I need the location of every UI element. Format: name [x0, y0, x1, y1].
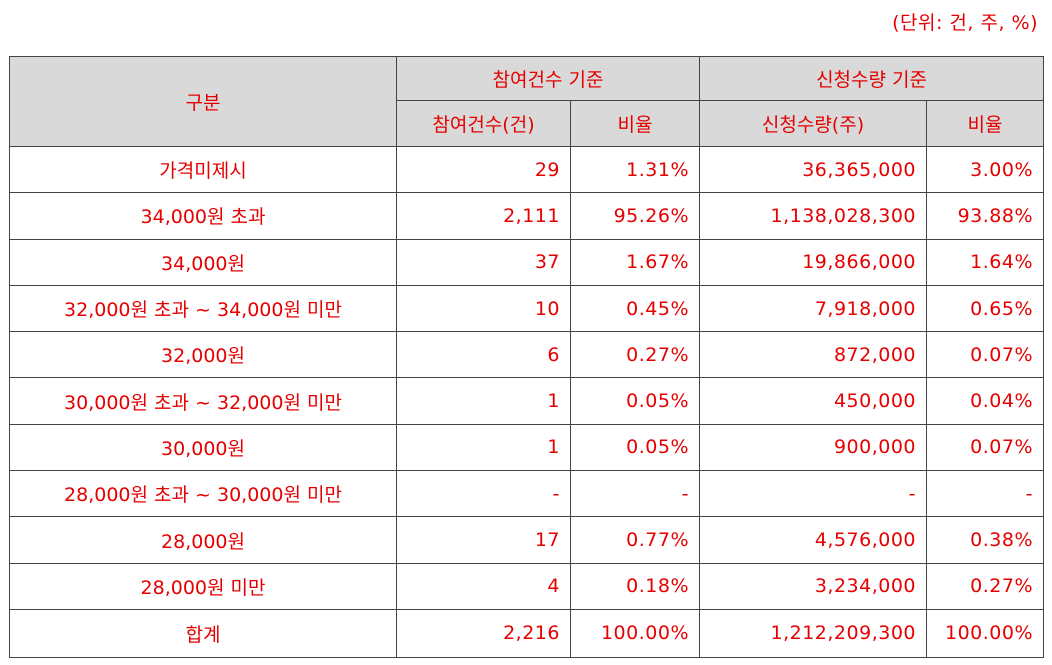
table-row: 가격미제시 29 1.31% 36,365,000 3.00%	[9, 145, 1045, 194]
row-count-ratio: 1.31%	[569, 145, 701, 194]
table-row: 30,000원 1 0.05% 900,000 0.07%	[9, 423, 1045, 472]
row-count-ratio: 0.45%	[569, 284, 701, 333]
row-count: 6	[396, 331, 571, 379]
header-subscription-ratio: 비율	[926, 100, 1045, 147]
row-qty-ratio: 0.07%	[926, 423, 1045, 472]
row-qty-ratio: 0.27%	[926, 562, 1045, 610]
demand-forecast-table: 구분 참여건수 기준 신청수량 기준 참여건수(건) 비율 신청수량(주) 비율…	[9, 56, 1045, 658]
row-count: 2,111	[396, 192, 571, 240]
row-qty: 36,365,000	[699, 145, 928, 194]
row-qty-ratio: 3.00%	[926, 145, 1045, 194]
row-label: 32,000원	[9, 331, 397, 379]
row-qty-ratio: 0.07%	[926, 331, 1045, 379]
total-count-ratio: 100.00%	[569, 608, 701, 658]
table-row: 32,000원 6 0.27% 872,000 0.07%	[9, 331, 1045, 379]
row-label: 가격미제시	[9, 145, 397, 194]
row-qty: 7,918,000	[699, 284, 928, 333]
row-qty-ratio: 93.88%	[926, 192, 1045, 240]
row-label: 34,000원 초과	[9, 192, 397, 240]
total-row: 합계 2,216 100.00% 1,212,209,300 100.00%	[9, 608, 1045, 658]
header-category: 구분	[9, 56, 397, 147]
table-row: 28,000원 17 0.77% 4,576,000 0.38%	[9, 516, 1045, 564]
row-count-ratio: 0.18%	[569, 562, 701, 610]
row-qty-ratio: 1.64%	[926, 238, 1045, 286]
total-label: 합계	[9, 608, 397, 658]
total-qty: 1,212,209,300	[699, 608, 928, 658]
row-qty: -	[699, 470, 928, 518]
row-label: 32,000원 초과 ~ 34,000원 미만	[9, 284, 397, 333]
table-row: 34,000원 37 1.67% 19,866,000 1.64%	[9, 238, 1045, 286]
row-count: 1	[396, 377, 571, 425]
row-count-ratio: 0.77%	[569, 516, 701, 564]
row-qty: 1,138,028,300	[699, 192, 928, 240]
row-count-ratio: 1.67%	[569, 238, 701, 286]
header-row-columns: 참여건수(건) 비율 신청수량(주) 비율	[10, 100, 1045, 147]
row-count: 29	[396, 145, 571, 194]
total-count: 2,216	[396, 608, 571, 658]
row-qty-ratio: 0.04%	[926, 377, 1045, 425]
table-row: 32,000원 초과 ~ 34,000원 미만 10 0.45% 7,918,0…	[9, 284, 1045, 333]
row-count: 4	[396, 562, 571, 610]
header-group-participation: 참여건수 기준	[395, 56, 701, 101]
row-qty-ratio: -	[926, 470, 1045, 518]
row-qty: 900,000	[699, 423, 928, 472]
row-count: 10	[396, 284, 571, 333]
table-row: 28,000원 초과 ~ 30,000원 미만 - - - -	[9, 470, 1045, 518]
table-row: 30,000원 초과 ~ 32,000원 미만 1 0.05% 450,000 …	[9, 377, 1045, 425]
row-qty: 872,000	[699, 331, 928, 379]
row-qty-ratio: 0.65%	[926, 284, 1045, 333]
row-count-ratio: 95.26%	[569, 192, 701, 240]
header-participation-ratio: 비율	[569, 100, 701, 147]
row-label: 28,000원 초과 ~ 30,000원 미만	[9, 470, 397, 518]
row-qty-ratio: 0.38%	[926, 516, 1045, 564]
header-subscription-qty: 신청수량(주)	[699, 100, 928, 147]
total-qty-ratio: 100.00%	[926, 608, 1045, 658]
row-qty: 19,866,000	[699, 238, 928, 286]
row-count: 17	[396, 516, 571, 564]
header-group-subscription: 신청수량 기준	[699, 56, 1045, 101]
table-row: 34,000원 초과 2,111 95.26% 1,138,028,300 93…	[9, 192, 1045, 240]
unit-note: (단위: 건, 주, %)	[892, 12, 1038, 34]
row-count-ratio: 0.05%	[569, 377, 701, 425]
header-participation-count: 참여건수(건)	[396, 100, 571, 147]
row-label: 30,000원 초과 ~ 32,000원 미만	[9, 377, 397, 425]
row-qty: 3,234,000	[699, 562, 928, 610]
row-count: 37	[396, 238, 571, 286]
row-qty: 4,576,000	[699, 516, 928, 564]
row-qty: 450,000	[699, 377, 928, 425]
row-count-ratio: 0.27%	[569, 331, 701, 379]
row-label: 34,000원	[9, 238, 397, 286]
table-row: 28,000원 미만 4 0.18% 3,234,000 0.27%	[9, 562, 1045, 610]
row-count: -	[396, 470, 571, 518]
row-count: 1	[396, 423, 571, 472]
header-row-groups: 구분 참여건수 기준 신청수량 기준	[9, 56, 1045, 147]
row-count-ratio: 0.05%	[569, 423, 701, 472]
row-count-ratio: -	[569, 470, 701, 518]
row-label: 28,000원 미만	[9, 562, 397, 610]
row-label: 30,000원	[9, 423, 397, 472]
row-label: 28,000원	[9, 516, 397, 564]
